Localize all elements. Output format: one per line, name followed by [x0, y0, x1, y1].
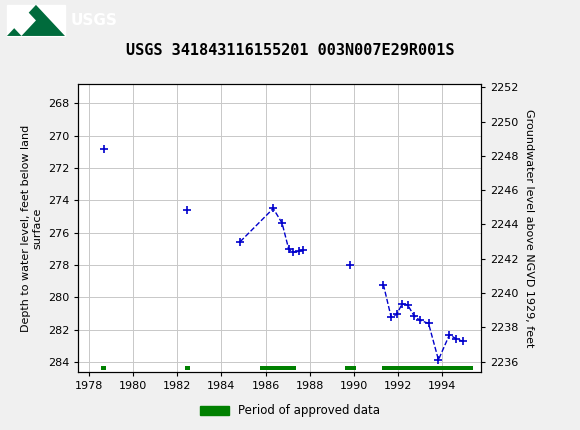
- Bar: [345, 366, 356, 370]
- Y-axis label: Depth to water level, feet below land
surface: Depth to water level, feet below land su…: [21, 124, 42, 332]
- Legend: Period of approved data: Period of approved data: [195, 399, 385, 422]
- Y-axis label: Groundwater level above NGVD 1929, feet: Groundwater level above NGVD 1929, feet: [524, 109, 535, 347]
- Polygon shape: [7, 5, 65, 36]
- Text: USGS 341843116155201 003N007E29R001S: USGS 341843116155201 003N007E29R001S: [126, 43, 454, 58]
- Bar: [382, 366, 473, 370]
- Bar: [102, 366, 106, 370]
- Bar: [260, 366, 296, 370]
- Polygon shape: [7, 5, 36, 36]
- Bar: [185, 366, 190, 370]
- FancyBboxPatch shape: [7, 5, 65, 36]
- Text: USGS: USGS: [71, 13, 118, 28]
